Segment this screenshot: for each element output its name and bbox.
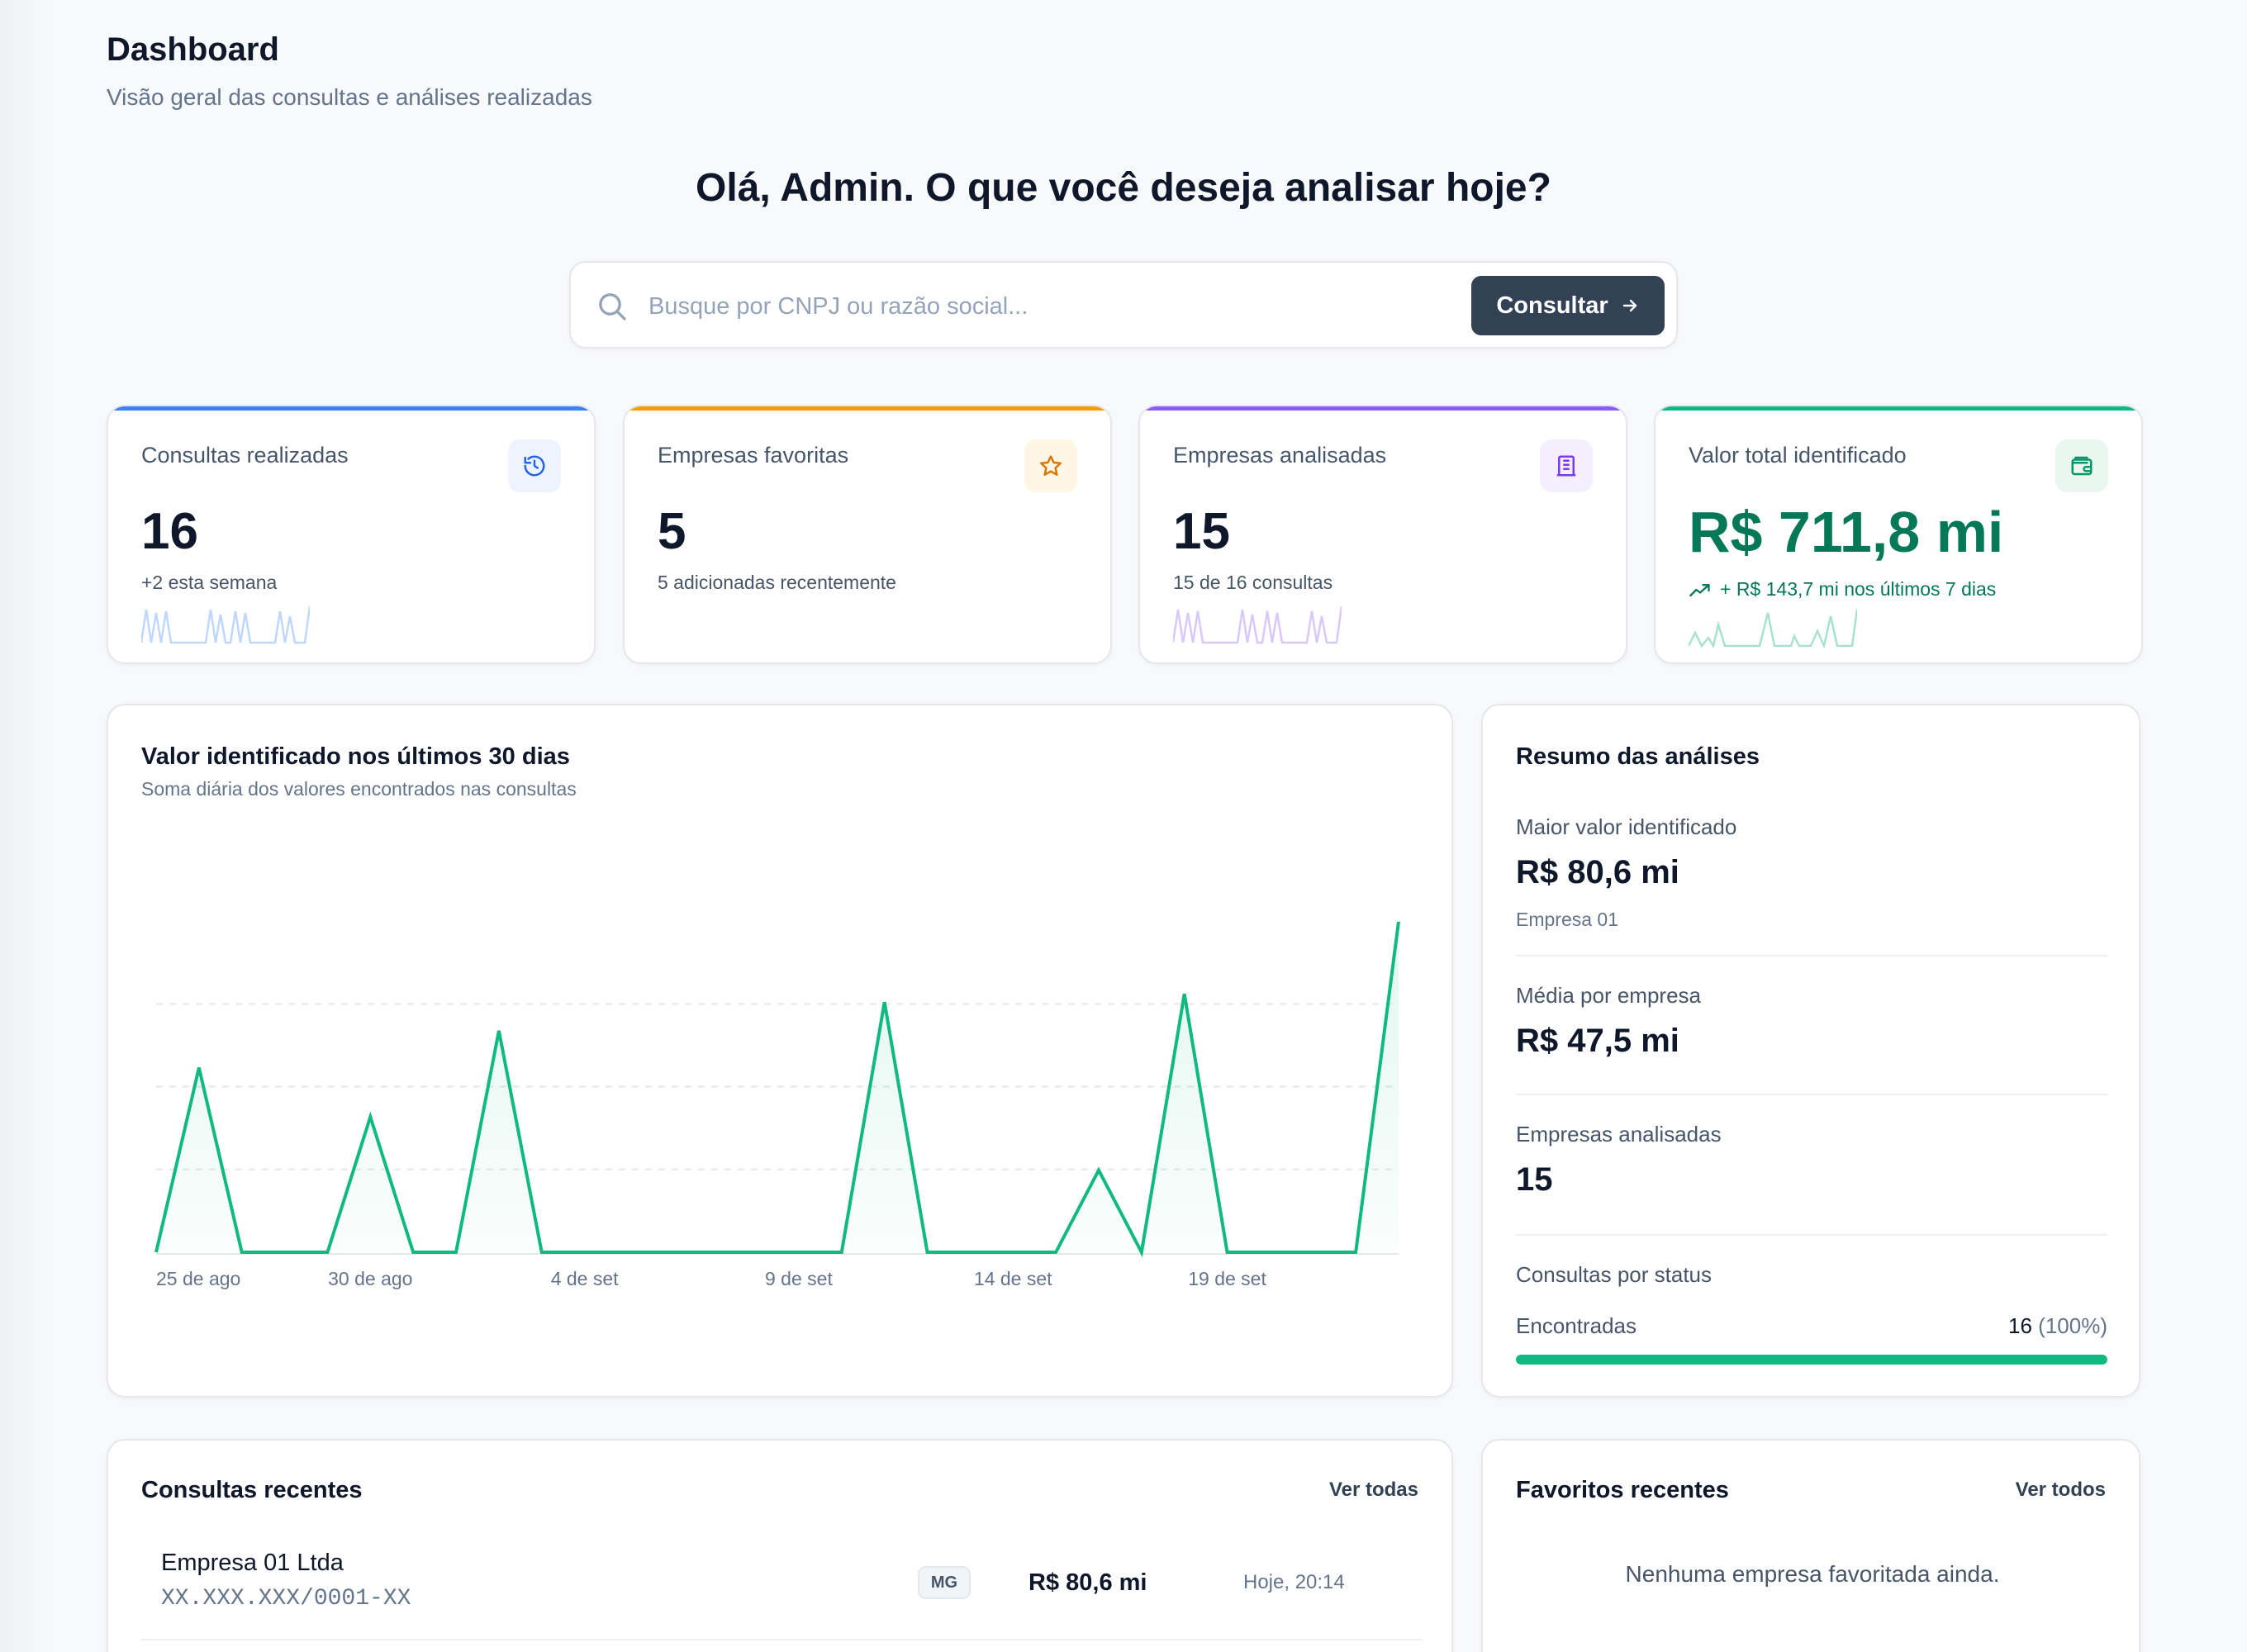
consultar-button[interactable]: Consultar (1471, 276, 1665, 335)
consultar-button-label: Consultar (1496, 292, 1608, 319)
chart-title: Valor identificado nos últimos 30 dias (141, 743, 570, 770)
favorites-empty-state: Nenhuma empresa favoritada ainda. (1625, 1561, 2000, 1587)
wallet-icon (2055, 439, 2108, 492)
favorites-title: Favoritos recentes (1516, 1477, 1729, 1503)
building-icon (1540, 439, 1593, 492)
sparkline (1173, 605, 1342, 644)
status-percent: (100%) (2038, 1313, 2107, 1338)
page-title: Dashboard (107, 31, 279, 68)
x-tick-label: 19 de set (1188, 1268, 1266, 1289)
stat-card-valor-total[interactable]: Valor total identificado R$ 711,8 mi + R… (1654, 405, 2143, 664)
uf-badge: MG (918, 1566, 971, 1599)
recent-title: Consultas recentes (141, 1477, 363, 1503)
max-value-company: Empresa 01 (1516, 909, 1619, 930)
stat-value: 15 (1173, 503, 1230, 560)
company-value: R$ 80,6 mi (1028, 1569, 1147, 1596)
stat-sub: +2 esta semana (141, 572, 278, 593)
company-cnpj: XX.XXX.XXX/0001-XX (161, 1586, 411, 1612)
page-subtitle: Visão geral das consultas e análises rea… (107, 84, 592, 110)
ver-todos-link[interactable]: Ver todos (2015, 1479, 2106, 1501)
chart-card: Valor identificado nos últimos 30 dias S… (107, 704, 1453, 1398)
stat-label: Consultas realizadas (141, 443, 349, 468)
stat-card-favoritas[interactable]: Empresas favoritas 5 5 adicionadas recen… (623, 405, 1112, 664)
status-row-encontradas: Encontradas 16 (100%) (1516, 1313, 2107, 1339)
greeting-heading: Olá, Admin. O que você deseja analisar h… (696, 166, 1551, 210)
status-title: Consultas por status (1516, 1262, 1713, 1287)
stat-label: Valor total identificado (1689, 443, 1907, 468)
chart-subtitle: Soma diária dos valores encontrados nas … (141, 778, 577, 800)
search-bar: Consultar (569, 261, 1678, 349)
stat-value: 16 (141, 503, 198, 560)
divider (141, 1639, 1422, 1640)
avg-value: R$ 47,5 mi (1516, 1023, 1679, 1059)
area-chart: 25 de ago 30 de ago 4 de set 9 de set 14 de … (154, 921, 1400, 1289)
max-value: R$ 80,6 mi (1516, 854, 1679, 890)
summary-card: Resumo das análises Maior valor identifi… (1481, 704, 2140, 1398)
stat-value: R$ 711,8 mi (1689, 500, 2004, 564)
status-count-wrap: 16 (100%) (2008, 1313, 2107, 1339)
max-value-label: Maior valor identificado (1516, 814, 1737, 839)
status-progress-fill (1516, 1355, 2107, 1365)
stat-card-consultas[interactable]: Consultas realizadas 16 +2 esta semana (107, 405, 596, 664)
chart-series-line (154, 921, 1400, 1258)
card-accent (108, 406, 594, 411)
stat-label: Empresas favoritas (658, 443, 849, 468)
stat-sub: + R$ 143,7 mi nos últimos 7 dias (1689, 578, 1996, 601)
history-icon (508, 439, 561, 492)
trend-up-icon (1689, 583, 1710, 596)
divider (1516, 1094, 2107, 1095)
x-tick-label: 25 de ago (156, 1268, 240, 1289)
avg-label: Média por empresa (1516, 983, 1701, 1008)
divider (1516, 1234, 2107, 1236)
stat-sub: 15 de 16 consultas (1173, 572, 1333, 593)
x-tick-label: 9 de set (765, 1268, 833, 1289)
star-icon (1024, 439, 1077, 492)
ver-todas-link[interactable]: Ver todas (1328, 1479, 1418, 1501)
consult-time: Hoje, 20:14 (1243, 1571, 1345, 1593)
analyzed-label: Empresas analisadas (1516, 1122, 1722, 1146)
stat-label: Empresas analisadas (1173, 443, 1387, 468)
sidebar-edge (0, 0, 50, 1652)
recent-favorites-card: Favoritos recentes Ver todos Nenhuma emp… (1481, 1439, 2140, 1652)
x-tick-label: 4 de set (551, 1268, 619, 1289)
card-accent (1656, 406, 2141, 411)
search-icon (599, 293, 626, 320)
divider (1516, 955, 2107, 957)
stat-value: 5 (658, 503, 686, 560)
stat-sub: 5 adicionadas recentemente (658, 572, 896, 593)
company-name: Empresa 01 Ltda (161, 1550, 344, 1576)
search-input[interactable] (648, 282, 1359, 330)
card-accent (625, 406, 1110, 411)
stat-sub-text: + R$ 143,7 mi nos últimos 7 dias (1720, 578, 1997, 600)
sparkline (141, 605, 310, 644)
stat-card-analisadas[interactable]: Empresas analisadas 15 15 de 16 consulta… (1138, 405, 1627, 664)
arrow-right-icon (1622, 299, 1637, 312)
x-tick-label: 14 de set (974, 1268, 1052, 1289)
analyzed-value: 15 (1516, 1161, 1553, 1198)
status-count: 16 (2008, 1313, 2032, 1338)
status-name: Encontradas (1516, 1313, 1637, 1338)
sparkline (1689, 609, 1857, 648)
recent-consultations-card: Consultas recentes Ver todas Empresa 01 … (107, 1439, 1453, 1652)
summary-title: Resumo das análises (1516, 743, 1760, 770)
card-accent (1140, 406, 1626, 411)
x-tick-label: 30 de ago (328, 1268, 412, 1289)
status-progress-track (1516, 1355, 2107, 1365)
